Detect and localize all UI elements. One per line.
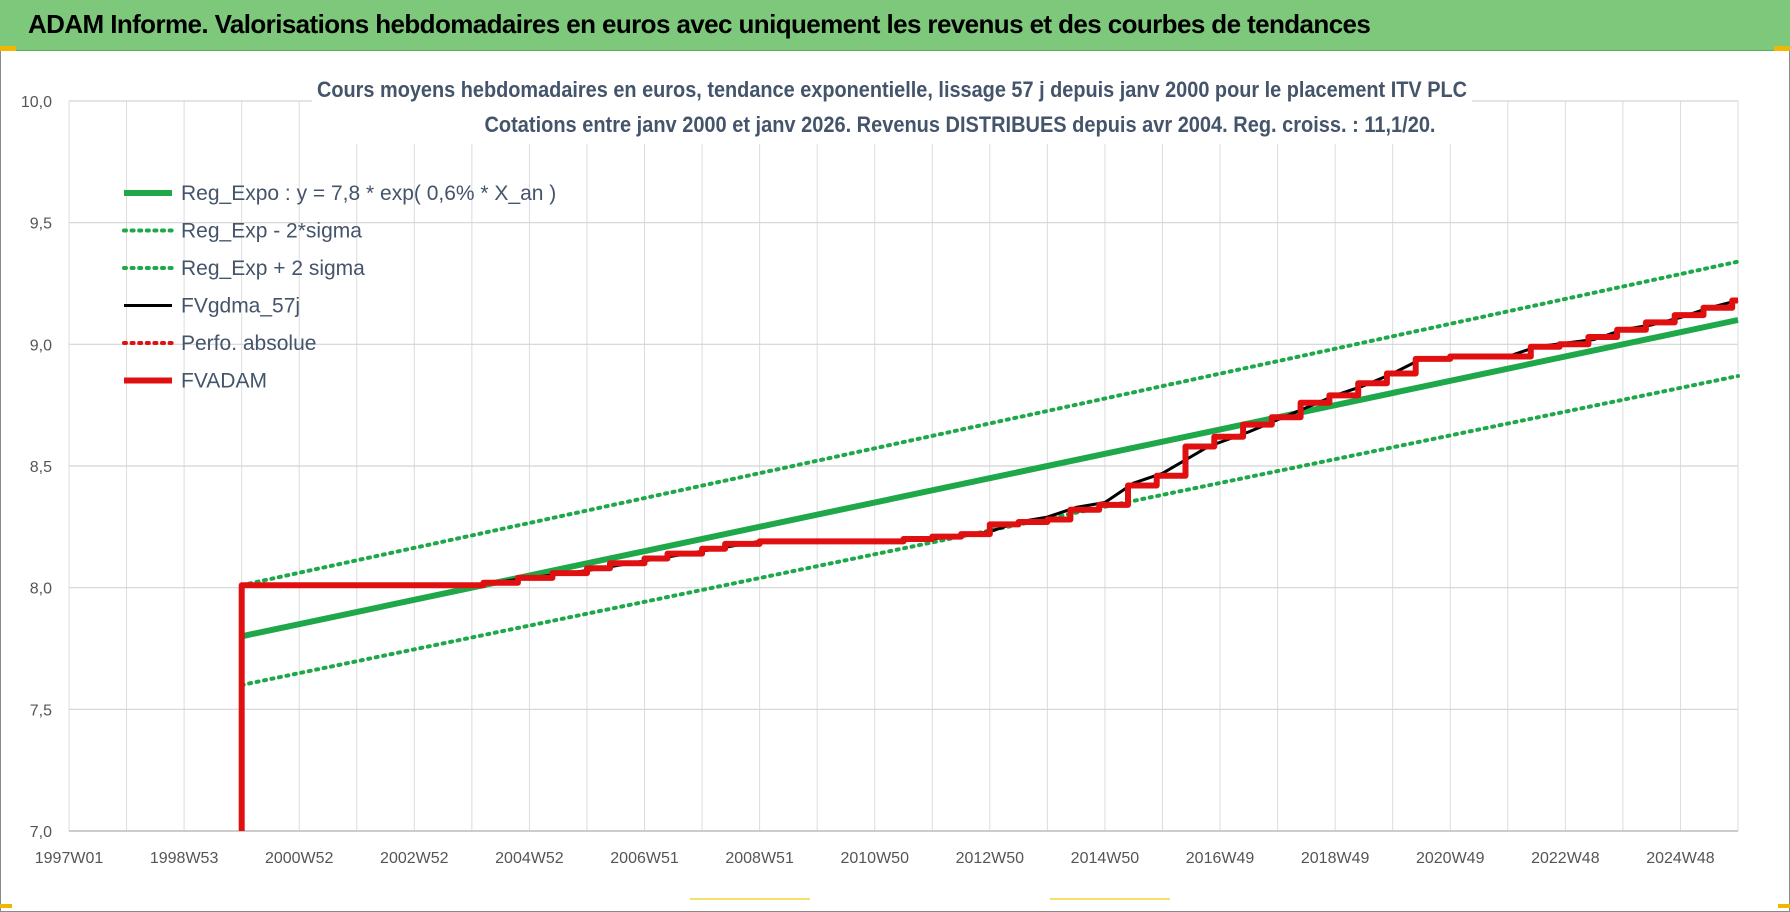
legend-label: Reg_Exp - 2*sigma <box>181 220 362 243</box>
corner-marker-top-left <box>0 46 16 51</box>
x-tick-label: 2020W49 <box>1416 850 1485 867</box>
y-tick-label: 8,5 <box>30 459 52 476</box>
chart-title: Cours moyens hebdomadaires en euros, ten… <box>317 77 1467 102</box>
bottom-mark-right <box>1050 898 1170 900</box>
y-tick-label: 8,0 <box>30 581 52 598</box>
page-title: ADAM Informe. Valorisations hebdomadaire… <box>28 9 1371 39</box>
corner-marker-bottom-right <box>1778 904 1790 908</box>
legend-label: Reg_Exp + 2 sigma <box>181 257 365 280</box>
corner-marker-top-right <box>1774 46 1790 51</box>
x-tick-label: 2024W48 <box>1646 850 1715 867</box>
x-tick-label: 2008W51 <box>725 850 794 867</box>
legend-label: FVgdma_57j <box>181 295 300 318</box>
y-tick-label: 7,0 <box>30 824 52 841</box>
y-tick-label: 7,5 <box>30 702 52 719</box>
series-lines <box>238 259 1740 831</box>
corner-marker-bottom-left <box>0 904 12 908</box>
x-tick-label: 2022W48 <box>1531 850 1600 867</box>
x-tick-label: 1997W01 <box>35 850 104 867</box>
x-tick-label: 2004W52 <box>495 850 564 867</box>
x-tick-label: 2002W52 <box>380 850 449 867</box>
x-tick-label: 2016W49 <box>1186 850 1255 867</box>
legend-label: Reg_Expo : y = 7,8 * exp( 0,6% * X_an ) <box>181 182 556 205</box>
y-tick-label: 10,0 <box>21 94 52 111</box>
axis-labels: 7,0 7,5 8,0 8,5 9,0 9,5 10,0 1997W01 1998W53 2000… <box>21 94 1715 867</box>
x-tick-label: 2012W50 <box>956 850 1025 867</box>
x-tick-label: 2010W50 <box>840 850 909 867</box>
x-tick-label: 2000W52 <box>265 850 334 867</box>
legend-label: Perfo. absolue <box>181 332 316 355</box>
chart-subtitle: Cotations entre janv 2000 et janv 2026. … <box>485 112 1436 137</box>
x-tick-label: 2018W49 <box>1301 850 1370 867</box>
legend-label: FVADAM <box>181 370 267 393</box>
title-background <box>312 68 1472 144</box>
x-tick-label: 1998W53 <box>150 850 219 867</box>
grid-lines <box>68 100 1739 832</box>
x-tick-label: 2014W50 <box>1071 850 1140 867</box>
x-tick-label: 2006W51 <box>610 850 679 867</box>
legend: Reg_Expo : y = 7,8 * exp( 0,6% * X_an ) R… <box>122 182 556 393</box>
chart-title-block: Cours moyens hebdomadaires en euros, ten… <box>312 68 1472 144</box>
y-tick-label: 9,5 <box>30 216 52 233</box>
bottom-mark-left <box>690 898 810 900</box>
series-line <box>239 259 1740 588</box>
series-line <box>238 297 1738 831</box>
y-tick-label: 9,0 <box>30 337 52 354</box>
header-bar: ADAM Informe. Valorisations hebdomadaire… <box>0 0 1790 51</box>
